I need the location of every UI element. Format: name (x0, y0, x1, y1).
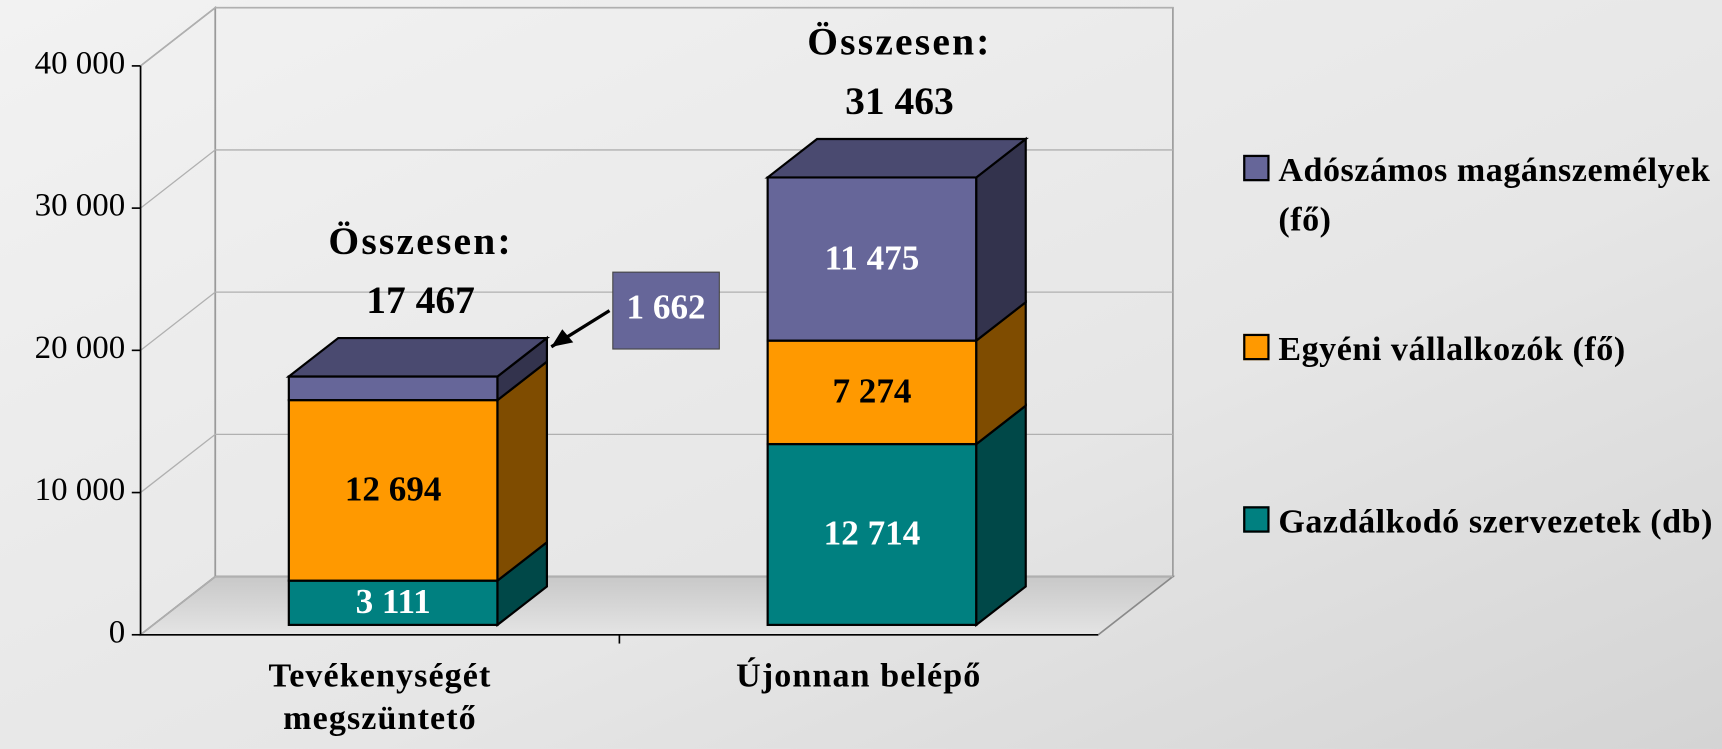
bar-segment (287, 375, 499, 402)
x-tick-label: Újonnan belépő (736, 655, 982, 695)
legend-row: Egyéni vállalkozók (fő) (1241, 325, 1719, 374)
bar-top (764, 137, 1029, 179)
legend-swatch (1243, 506, 1270, 533)
data-label: 3 111 (356, 582, 431, 621)
data-label: 11 475 (825, 238, 920, 277)
total-value: 17 467 (366, 278, 475, 322)
legend-label: Egyéni vállalkozók (fő) (1278, 329, 1626, 368)
bar-segment (766, 176, 978, 342)
x-label-box: Újonnan belépő (736, 655, 982, 695)
y-tick-label: 0 (109, 614, 125, 650)
callout-box (612, 271, 720, 350)
y-tick-label: 30 000 (35, 188, 126, 224)
x-label-box: Tevékenységét megszüntető (268, 655, 492, 737)
total-caption: Összesen: (328, 219, 512, 263)
grid-line (140, 7, 1173, 67)
y-tick-label: 20 000 (35, 330, 126, 366)
legend-row: Adószámos magánszemélyek (fő) (1241, 146, 1719, 245)
legend-swatch (1243, 154, 1270, 182)
total-caption: Összesen: (807, 20, 991, 64)
bar-segment (766, 442, 978, 626)
data-label: 7 274 (832, 372, 911, 411)
legend-item: Gazdálkodó szervezetek (db) (1241, 498, 1719, 547)
y-tick-label: 10 000 (35, 472, 126, 508)
legend-label: Gazdálkodó szervezetek (db) (1278, 501, 1713, 541)
data-label: 12 714 (824, 514, 921, 553)
bar-segment (766, 339, 978, 446)
legend-row: Gazdálkodó szervezetek (db) (1241, 498, 1719, 547)
legend-swatch (1243, 333, 1270, 361)
legend-item: Adószámos magánszemélyek (fő) (1241, 146, 1719, 245)
y-tick-label: 40 000 (35, 45, 126, 81)
total-value: 31 463 (845, 79, 954, 123)
legend-label: Adószámos magánszemélyek (fő) (1278, 150, 1711, 239)
callout-arrowhead (551, 329, 574, 347)
bar-top (285, 336, 551, 378)
data-label: 12 694 (345, 470, 442, 509)
legend-item: Egyéni vállalkozók (fő) (1241, 325, 1719, 374)
x-tick-label: Tevékenységét megszüntető (268, 655, 492, 737)
data-label: 1 662 (627, 288, 706, 327)
